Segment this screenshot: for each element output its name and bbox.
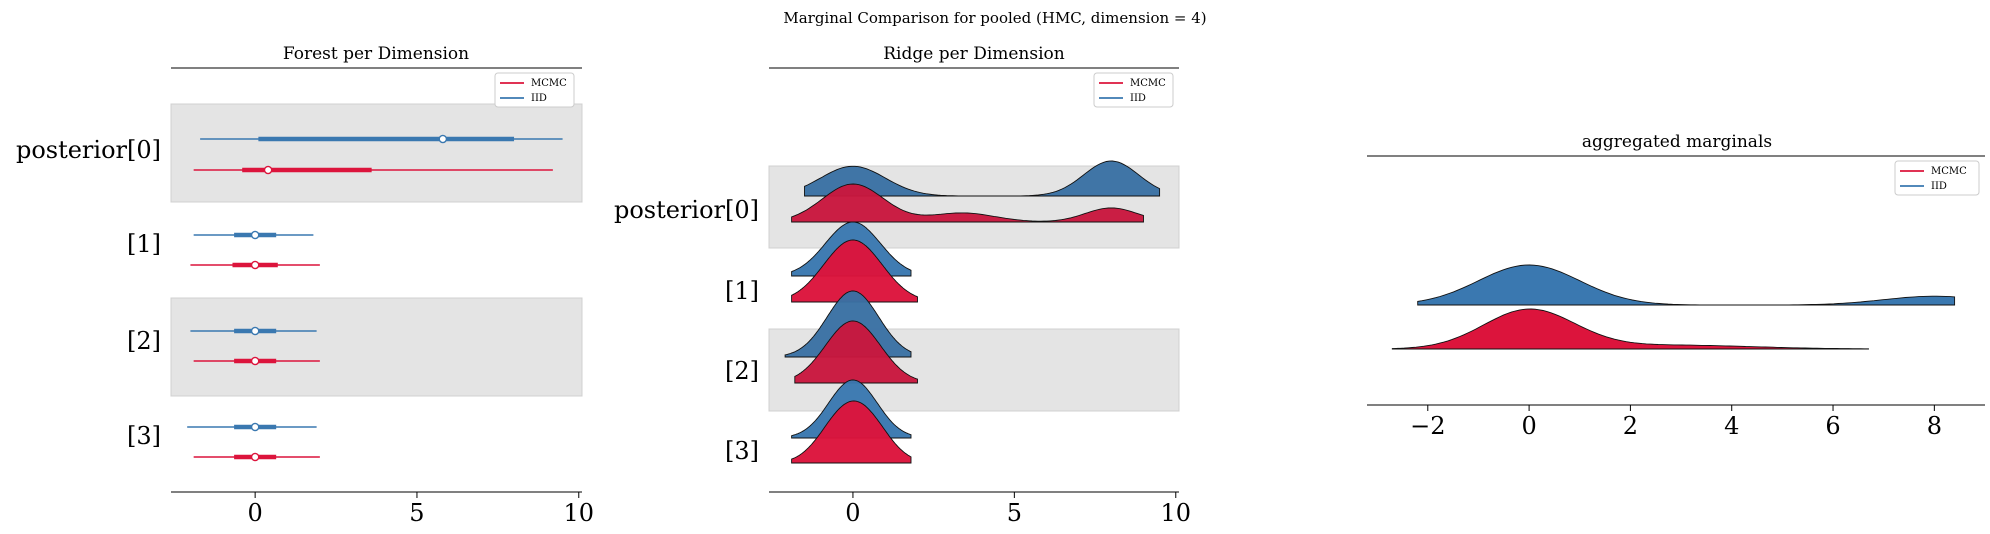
- aggregated-tick-label-5: 8: [1927, 412, 1942, 440]
- forest-band-2: [170, 297, 583, 397]
- forest-tick-label-1: 5: [409, 499, 424, 527]
- forest-mean-mcmc-0: [263, 165, 273, 175]
- aggregated-tick-label-2: 2: [1623, 412, 1638, 440]
- forest-tick-label-2: 10: [563, 499, 594, 527]
- aggregated-legend: MCMC IID: [1894, 160, 1980, 196]
- forest-mean-mcmc-2: [250, 356, 260, 366]
- aggregated-legend-iid-label: IID: [1931, 181, 1947, 192]
- aggregated-title: aggregated marginals: [1582, 132, 1772, 152]
- ridge-tick-label-2: 10: [1160, 499, 1191, 527]
- forest-legend-iid-label: IID: [531, 93, 547, 104]
- suptitle: Marginal Comparison for pooled (HMC, dim…: [783, 9, 1206, 27]
- forest-title: Forest per Dimension: [283, 44, 469, 64]
- aggregated-tick-label-0: −2: [1410, 412, 1445, 440]
- ridge-x-ticks: 0 5 10: [845, 492, 1191, 527]
- aggregated-tick-label-1: 0: [1521, 412, 1536, 440]
- ridge-density-mcmc-1: [791, 239, 918, 303]
- forest-legend-mcmc-label: MCMC: [531, 78, 567, 89]
- ridge-legend: MCMC IID: [1093, 72, 1174, 108]
- aggregated-tick-label-3: 4: [1724, 412, 1739, 440]
- forest-tick-label-0: 0: [248, 499, 263, 527]
- ridge-row-label-3: [3]: [725, 437, 759, 465]
- aggregated-panel: aggregated marginals −2 0 2 4 6 8 MCMC IID: [1367, 132, 1985, 440]
- forest-row-label-3: [3]: [127, 422, 161, 450]
- ridge-density-mcmc-3: [791, 400, 912, 464]
- aggregated-x-ticks: −2 0 2 4 6 8: [1410, 405, 1942, 440]
- forest-row-labels: posterior[0] [1] [2] [3]: [16, 136, 161, 450]
- ridge-density-mcmc-2: [794, 320, 918, 384]
- aggregated-x-axis: −2 0 2 4 6 8: [1367, 404, 1985, 440]
- forest-row-bands: [170, 103, 583, 397]
- ridge-densities: [784, 160, 1161, 464]
- forest-mean-mcmc-1: [250, 260, 260, 270]
- aggregated-density-mcmc: [1391, 308, 1869, 350]
- forest-row-label-0: posterior[0]: [16, 136, 161, 164]
- ridge-tick-label-0: 0: [845, 499, 860, 527]
- ridge-density-mcmc-0: [791, 183, 1144, 223]
- ridge-tick-label-1: 5: [1007, 499, 1022, 527]
- forest-x-axis: 0 5 10: [171, 491, 594, 527]
- forest-legend: MCMC IID: [494, 72, 575, 108]
- ridge-row-label-2: [2]: [725, 357, 759, 385]
- aggregated-tick-label-4: 6: [1825, 412, 1840, 440]
- aggregated-legend-mcmc-label: MCMC: [1931, 166, 1967, 177]
- forest-row-label-1: [1]: [127, 230, 161, 258]
- forest-mean-iid-1: [250, 230, 260, 240]
- forest-band-0: [170, 103, 583, 203]
- forest-mean-mcmc-3: [250, 452, 260, 462]
- ridge-row-label-1: [1]: [725, 277, 759, 305]
- ridge-panel: Ridge per Dimension posterior[0] [1] [2] [3…: [614, 44, 1191, 527]
- forest-mean-iid-2: [250, 326, 260, 336]
- forest-mean-iid-3: [250, 422, 260, 432]
- ridge-row-labels: posterior[0] [1] [2] [3]: [614, 196, 759, 465]
- forest-x-ticks: 0 5 10: [248, 492, 594, 527]
- ridge-legend-iid-label: IID: [1130, 93, 1146, 104]
- aggregated-density-iid: [1417, 264, 1956, 306]
- ridge-title: Ridge per Dimension: [883, 44, 1065, 64]
- ridge-x-axis: 0 5 10: [769, 491, 1191, 527]
- ridge-density-iid-0: [804, 160, 1161, 197]
- aggregated-densities: [1391, 264, 1956, 350]
- forest-panel: Forest per Dimension posterior[0] [1] [2] […: [16, 44, 594, 527]
- forest-intervals: [187, 134, 563, 462]
- forest-mean-iid-0: [438, 134, 448, 144]
- ridge-row-label-0: posterior[0]: [614, 196, 759, 224]
- ridge-legend-mcmc-label: MCMC: [1130, 78, 1166, 89]
- forest-row-label-2: [2]: [127, 327, 161, 355]
